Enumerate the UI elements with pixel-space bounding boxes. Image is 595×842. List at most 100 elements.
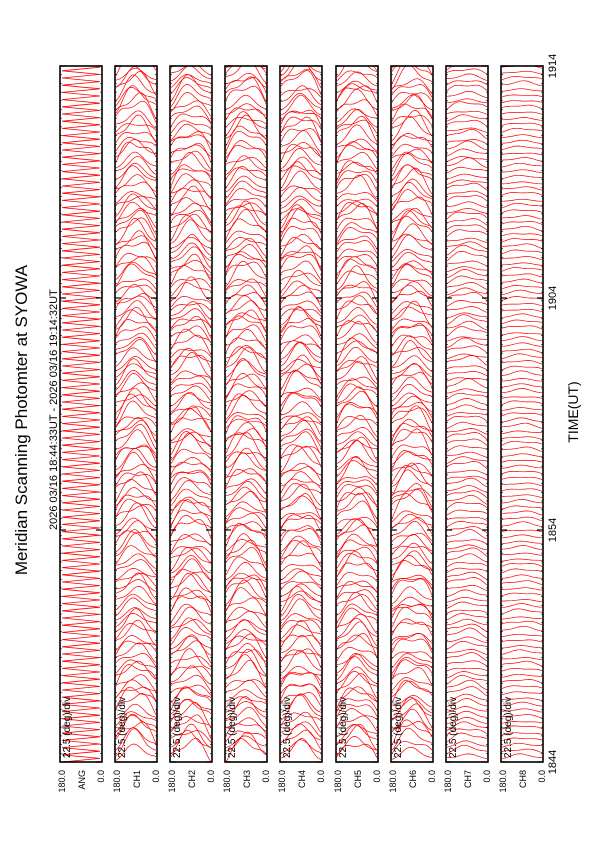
panel-ch4: 22.5 (deg)/div 180.0 0.0 CH4 <box>277 65 326 793</box>
series-line <box>170 547 212 564</box>
series-line <box>501 181 543 185</box>
series-line <box>225 546 267 571</box>
panel-ch6: 22.5 (deg)/div 180.0 0.0 CH6 <box>388 65 437 793</box>
series-line <box>501 516 543 522</box>
series-line <box>391 233 433 251</box>
series-line <box>501 552 543 556</box>
series-line <box>446 529 488 540</box>
series-line <box>501 714 543 719</box>
series-line <box>501 278 543 284</box>
series-line <box>280 412 322 424</box>
series-line <box>225 205 267 221</box>
series-line <box>225 292 267 307</box>
series-line <box>391 84 433 98</box>
series-line <box>336 431 378 447</box>
series-line <box>391 532 433 545</box>
series-line <box>336 356 378 380</box>
series-line <box>115 608 157 632</box>
series-line <box>391 521 433 541</box>
series-line <box>446 432 488 440</box>
series-line <box>225 76 267 102</box>
series-line <box>501 117 543 121</box>
series-line <box>501 459 543 463</box>
series-line <box>225 167 267 180</box>
x-tick-label: 1914 <box>547 54 559 78</box>
series-line <box>115 208 157 229</box>
series-line <box>501 319 543 324</box>
series-line <box>336 653 378 667</box>
series-line <box>502 198 543 202</box>
series-line <box>280 683 322 695</box>
series-line <box>170 202 212 223</box>
series-line <box>446 577 488 586</box>
series-line <box>391 405 433 433</box>
series-line <box>391 178 433 198</box>
series-line <box>501 534 543 539</box>
series-line <box>170 308 212 327</box>
series-line <box>446 516 488 521</box>
series-line <box>225 689 267 702</box>
series-line <box>336 265 378 291</box>
series-line <box>391 164 433 189</box>
series-line <box>225 372 267 397</box>
series-line <box>501 157 543 162</box>
series-line <box>501 737 543 742</box>
series-line <box>501 616 543 620</box>
series-line <box>280 226 322 243</box>
series-line <box>446 475 488 481</box>
series-line <box>501 540 543 545</box>
series-line <box>336 307 378 325</box>
series-line <box>501 657 543 661</box>
series-line <box>336 439 378 464</box>
series-line <box>446 428 488 435</box>
series-line <box>115 235 157 251</box>
series-line <box>170 301 212 320</box>
panel-traces <box>280 66 322 760</box>
series-line <box>501 127 543 133</box>
series-line <box>446 157 488 168</box>
series-line <box>115 619 157 646</box>
series-line <box>115 284 157 295</box>
series-line <box>280 590 322 603</box>
series-line <box>225 562 267 580</box>
series-line <box>115 585 157 605</box>
series-line <box>501 303 543 307</box>
series-line <box>391 334 433 347</box>
channel-label: CH8 <box>518 770 528 788</box>
series-line <box>336 258 378 280</box>
series-line <box>280 233 322 251</box>
series-line <box>501 313 543 318</box>
series-line <box>336 484 378 498</box>
series-line <box>336 403 378 423</box>
series-line <box>446 640 488 650</box>
series-line <box>170 702 212 728</box>
series-line <box>225 731 267 756</box>
x-tick-label: 1844 <box>547 750 559 774</box>
series-line <box>391 462 433 487</box>
series-line <box>170 259 212 274</box>
series-line <box>225 284 267 303</box>
y-tick-label: 180.0 <box>498 770 508 793</box>
series-line <box>225 574 267 591</box>
series-line <box>501 76 543 81</box>
series-line <box>446 716 488 724</box>
channel-label: CH1 <box>132 770 142 788</box>
series-line <box>336 647 378 661</box>
series-line <box>336 617 378 638</box>
series-line <box>280 387 322 401</box>
series-line <box>446 710 488 719</box>
series-line <box>446 182 488 191</box>
series-line <box>391 94 433 111</box>
series-line <box>501 174 543 179</box>
series-line <box>115 151 157 169</box>
series-line <box>170 213 212 234</box>
series-line <box>336 66 378 78</box>
series-line <box>115 727 157 751</box>
series-line <box>501 342 543 347</box>
series-line <box>501 152 543 156</box>
series-line <box>391 534 433 552</box>
series-line <box>391 606 433 628</box>
series-line <box>225 253 267 273</box>
y-tick-label: 180.0 <box>277 770 287 793</box>
series-line <box>225 577 267 598</box>
